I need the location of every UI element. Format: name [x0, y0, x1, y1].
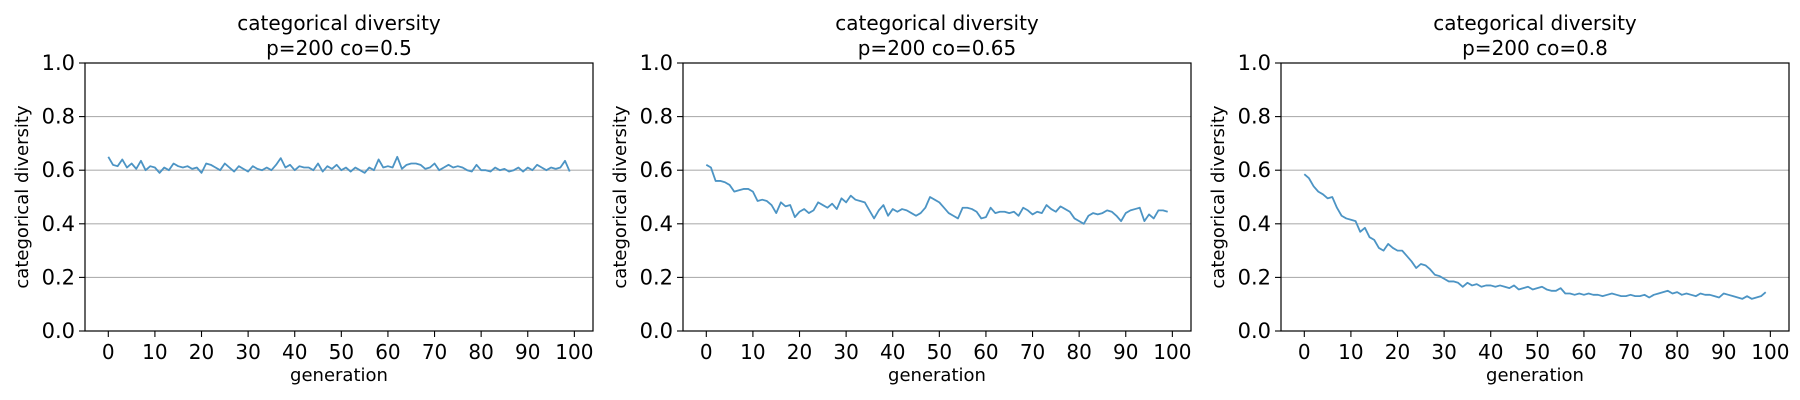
- x-tick-label: 50: [329, 340, 354, 364]
- series-line-1: [107, 155, 571, 174]
- x-tick-label: 20: [1385, 340, 1410, 364]
- series-line-1: [705, 164, 1168, 225]
- x-tick-label: 100: [555, 340, 593, 364]
- y-tick-label: 0.2: [1238, 265, 1271, 289]
- x-tick-label: 80: [1664, 340, 1689, 364]
- chart-title: categorical diversity: [1433, 11, 1637, 35]
- y-tick-label: 0.4: [42, 212, 75, 236]
- x-tick-label: 70: [1020, 340, 1045, 364]
- chart-subtitle: p=200 co=0.5: [266, 36, 412, 60]
- x-tick-label: 50: [1525, 340, 1550, 364]
- x-tick-label: 0: [700, 340, 713, 364]
- y-tick-label: 0.0: [640, 319, 673, 343]
- y-axis-label: categorical diversity: [1208, 105, 1229, 289]
- plot-frame: [84, 62, 594, 332]
- x-tick-label: 60: [973, 340, 998, 364]
- x-tick-label: 70: [422, 340, 447, 364]
- x-tick-label: 0: [102, 340, 115, 364]
- y-tick-label: 0.4: [640, 212, 673, 236]
- y-tick-label: 0.8: [42, 105, 75, 129]
- y-tick-label: 0.6: [640, 158, 673, 182]
- x-tick-label: 60: [375, 340, 400, 364]
- x-axis-label: generation: [1486, 365, 1584, 386]
- x-tick-label: 40: [282, 340, 307, 364]
- x-tick-label: 100: [1153, 340, 1191, 364]
- y-tick-label: 0.2: [640, 265, 673, 289]
- plot-frame: [1280, 62, 1790, 332]
- x-tick-label: 60: [1571, 340, 1596, 364]
- y-tick-label: 0.8: [640, 105, 673, 129]
- x-tick-label: 80: [468, 340, 493, 364]
- x-tick-label: 20: [189, 340, 214, 364]
- chart-subtitle: p=200 co=0.65: [858, 36, 1017, 60]
- y-tick-label: 0.0: [1238, 319, 1271, 343]
- y-tick-label: 0.6: [1238, 158, 1271, 182]
- series-line-1: [1303, 173, 1767, 300]
- chart-title: categorical diversity: [237, 11, 441, 35]
- x-tick-label: 0: [1298, 340, 1311, 364]
- x-tick-label: 20: [787, 340, 812, 364]
- y-tick-label: 0.4: [1238, 212, 1271, 236]
- x-tick-label: 10: [1338, 340, 1363, 364]
- x-tick-label: 10: [142, 340, 167, 364]
- y-tick-label: 0.0: [42, 319, 75, 343]
- y-axis-label: categorical diversity: [610, 105, 631, 289]
- x-tick-label: 90: [1113, 340, 1138, 364]
- x-tick-label: 100: [1751, 340, 1789, 364]
- y-tick-label: 0.8: [1238, 105, 1271, 129]
- x-tick-label: 30: [833, 340, 858, 364]
- x-tick-label: 30: [1431, 340, 1456, 364]
- y-tick-label: 1.0: [640, 51, 673, 75]
- x-tick-label: 40: [880, 340, 905, 364]
- x-tick-label: 90: [515, 340, 540, 364]
- x-tick-label: 30: [235, 340, 260, 364]
- x-tick-label: 10: [740, 340, 765, 364]
- x-tick-label: 70: [1618, 340, 1643, 364]
- y-tick-label: 0.2: [42, 265, 75, 289]
- x-tick-label: 90: [1711, 340, 1736, 364]
- y-tick-label: 1.0: [42, 51, 75, 75]
- y-tick-label: 1.0: [1238, 51, 1271, 75]
- y-axis-label: categorical diversity: [12, 105, 33, 289]
- x-tick-label: 50: [927, 340, 952, 364]
- x-axis-label: generation: [888, 365, 986, 386]
- x-axis-label: generation: [290, 365, 388, 386]
- x-tick-label: 40: [1478, 340, 1503, 364]
- plot-frame: [682, 62, 1192, 332]
- chart-title: categorical diversity: [835, 11, 1039, 35]
- y-tick-label: 0.6: [42, 158, 75, 182]
- chart-subtitle: p=200 co=0.8: [1462, 36, 1608, 60]
- x-tick-label: 80: [1066, 340, 1091, 364]
